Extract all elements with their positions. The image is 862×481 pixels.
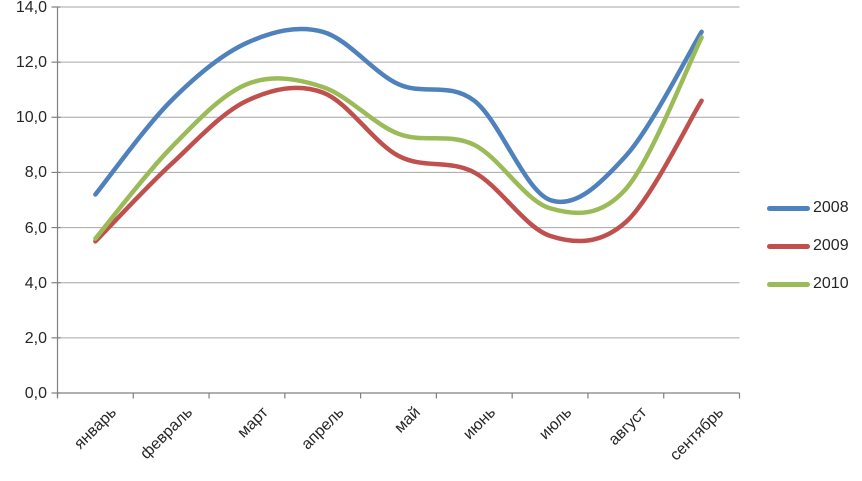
legend-label-2010: 2010 bbox=[813, 275, 849, 292]
legend: 2008 2009 2010 bbox=[767, 196, 849, 296]
y-tick-label: 4,0 bbox=[24, 274, 47, 292]
series-line-2008 bbox=[93, 26, 704, 205]
legend-item-2010: 2010 bbox=[767, 272, 849, 296]
y-tick-label: 6,0 bbox=[24, 219, 47, 237]
y-tick-label: 0,0 bbox=[24, 385, 47, 402]
legend-item-2009: 2009 bbox=[767, 234, 849, 258]
y-tick-label: 10,0 bbox=[15, 109, 47, 127]
legend-label-2008: 2008 bbox=[813, 199, 849, 216]
legend-swatch-2008 bbox=[767, 205, 810, 211]
y-tick-label: 12,0 bbox=[15, 54, 47, 72]
series-line-2009 bbox=[93, 85, 704, 244]
legend-swatch-2010 bbox=[767, 281, 810, 287]
y-tick-label: 8,0 bbox=[24, 164, 47, 182]
legend-item-2008: 2008 bbox=[767, 196, 849, 220]
y-tick-label: 2,0 bbox=[24, 329, 47, 347]
legend-swatch-2009 bbox=[767, 243, 810, 249]
legend-label-2009: 2009 bbox=[813, 237, 849, 254]
series-line-2010 bbox=[93, 35, 704, 241]
y-tick-label: 14,0 bbox=[15, 0, 47, 16]
